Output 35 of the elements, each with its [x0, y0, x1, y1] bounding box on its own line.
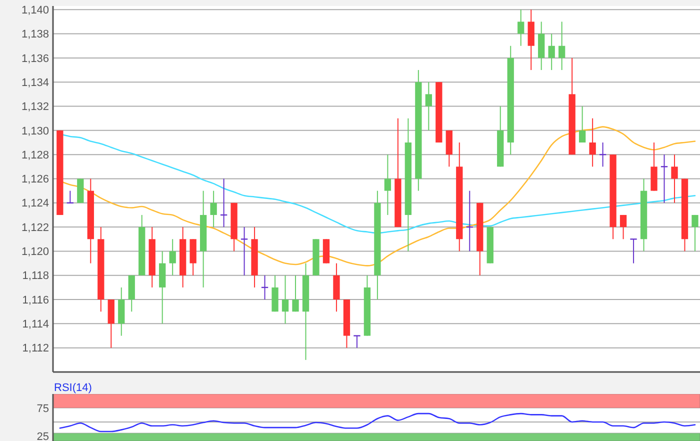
y-tick-label: 1,124	[21, 198, 49, 210]
y-tick-label: 1,126	[21, 174, 49, 186]
candlestick	[425, 82, 432, 131]
y-tick-label: 1,134	[21, 76, 49, 89]
y-tick-label: 1,138	[21, 28, 49, 41]
chart-title: RSI(14)	[54, 382, 92, 394]
y-tick-label: 1,114	[22, 318, 49, 331]
candlestick	[620, 214, 627, 240]
candlestick	[660, 154, 668, 204]
y-tick-label: 1,120	[21, 246, 49, 258]
candlestick	[548, 33, 555, 71]
y-tick-label: 1,128	[21, 149, 49, 162]
candlestick	[353, 335, 361, 348]
y-tick-label: 1,122	[21, 222, 49, 234]
candlestick	[210, 190, 217, 228]
candlestick	[384, 154, 392, 216]
y-tick-label: 75	[36, 402, 49, 415]
y-tick-label: 25	[36, 430, 49, 441]
candlestick	[282, 274, 289, 324]
y-tick-label: 1,116	[22, 294, 49, 306]
y-tick-label: 1,118	[22, 270, 49, 282]
candlestick	[671, 154, 678, 204]
y-tick-label: 1,112	[22, 342, 49, 355]
candlestick	[578, 106, 586, 143]
line-series	[59, 412, 696, 432]
candlestick	[589, 118, 596, 168]
candlestick	[558, 21, 566, 71]
candlestick	[169, 238, 176, 276]
y-tick-label: 1,140	[21, 4, 49, 16]
candlestick	[692, 214, 698, 252]
candlestick	[292, 274, 299, 312]
y-tick-label: 1,132	[21, 101, 49, 114]
candlestick	[518, 9, 524, 46]
y-tick-label: 1,136	[21, 52, 49, 65]
y-tick-label: 1,130	[21, 125, 49, 138]
